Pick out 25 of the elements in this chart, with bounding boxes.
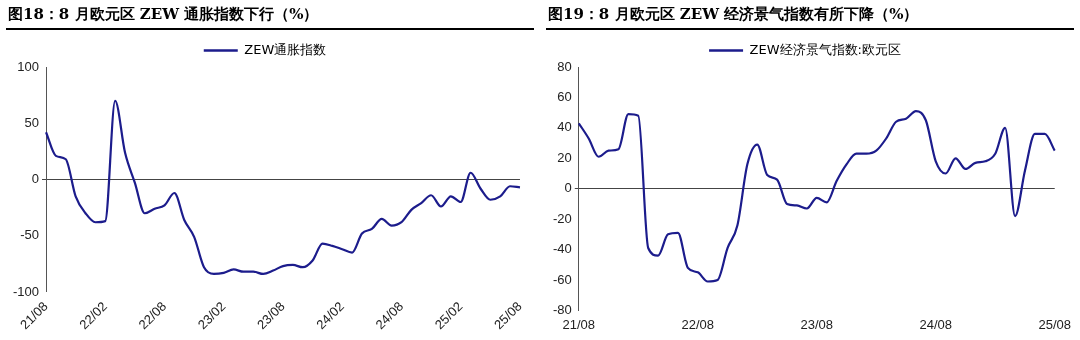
x-tick-label: 22/08 (681, 316, 715, 332)
y-tick-label: 60 (557, 89, 572, 104)
y-tick-label: 0 (564, 180, 572, 196)
y-tick-label: 0 (31, 171, 40, 187)
line-series (577, 110, 1056, 283)
x-tick-label: 21/08 (562, 316, 596, 332)
chart-title: 图18：8 月欧元区 ZEW 通胀指数下行（%） (6, 0, 534, 30)
x-tick-label: 24/08 (919, 316, 953, 332)
x-tick-label: 25/08 (1038, 316, 1072, 332)
y-tick-label: 40 (557, 119, 572, 135)
y-tick-label: -40 (552, 241, 572, 257)
y-tick-label: -80 (552, 301, 572, 317)
y-tick-label: 80 (557, 58, 572, 74)
x-tick-label: 23/08 (800, 316, 834, 332)
line-series (44, 99, 522, 276)
y-tick-label: 50 (24, 114, 40, 130)
y-tick-label: -50 (20, 227, 40, 243)
legend-label: ZEW经济景气指数:欧元区 (749, 41, 901, 57)
y-tick-label: -20 (552, 210, 572, 226)
legend-label: ZEW通胀指数 (244, 41, 327, 57)
y-tick-label: -100 (12, 283, 40, 299)
chart-title: 图19：8 月欧元区 ZEW 经济景气指数有所下降（%） (546, 0, 1074, 30)
y-tick-label: 100 (17, 58, 40, 74)
y-tick-label: 20 (557, 149, 572, 165)
y-tick-label: -60 (552, 271, 572, 287)
